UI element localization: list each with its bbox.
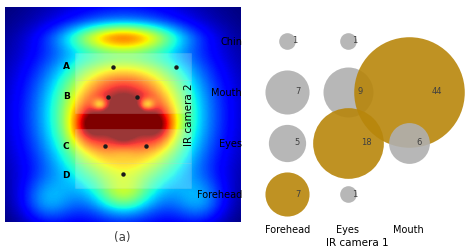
- Text: 1: 1: [352, 36, 357, 45]
- Text: A: A: [63, 62, 70, 71]
- Bar: [75, 163, 191, 188]
- Text: 5: 5: [294, 139, 299, 147]
- Point: [344, 141, 352, 145]
- Point: [344, 90, 352, 94]
- Text: 7: 7: [295, 190, 301, 199]
- Point: [283, 39, 291, 43]
- Point: [405, 90, 412, 94]
- Y-axis label: IR camera 2: IR camera 2: [184, 83, 194, 146]
- Text: 6: 6: [416, 139, 421, 147]
- Point: [283, 192, 291, 196]
- Text: 9: 9: [357, 87, 362, 96]
- Point: [344, 39, 352, 43]
- Bar: [75, 53, 191, 81]
- Text: 7: 7: [295, 87, 301, 96]
- Text: D: D: [62, 171, 70, 180]
- X-axis label: IR camera 1: IR camera 1: [326, 238, 388, 247]
- Point: [283, 90, 291, 94]
- Point: [344, 192, 352, 196]
- Text: (a): (a): [114, 231, 131, 244]
- Text: 1: 1: [292, 36, 297, 45]
- Point: [283, 141, 291, 145]
- Text: 18: 18: [361, 139, 372, 147]
- Bar: [75, 129, 191, 163]
- Point: [405, 141, 412, 145]
- Text: C: C: [63, 142, 70, 150]
- Text: 44: 44: [432, 87, 442, 96]
- Bar: [75, 81, 191, 113]
- Text: B: B: [63, 92, 70, 101]
- Text: 1: 1: [352, 190, 357, 199]
